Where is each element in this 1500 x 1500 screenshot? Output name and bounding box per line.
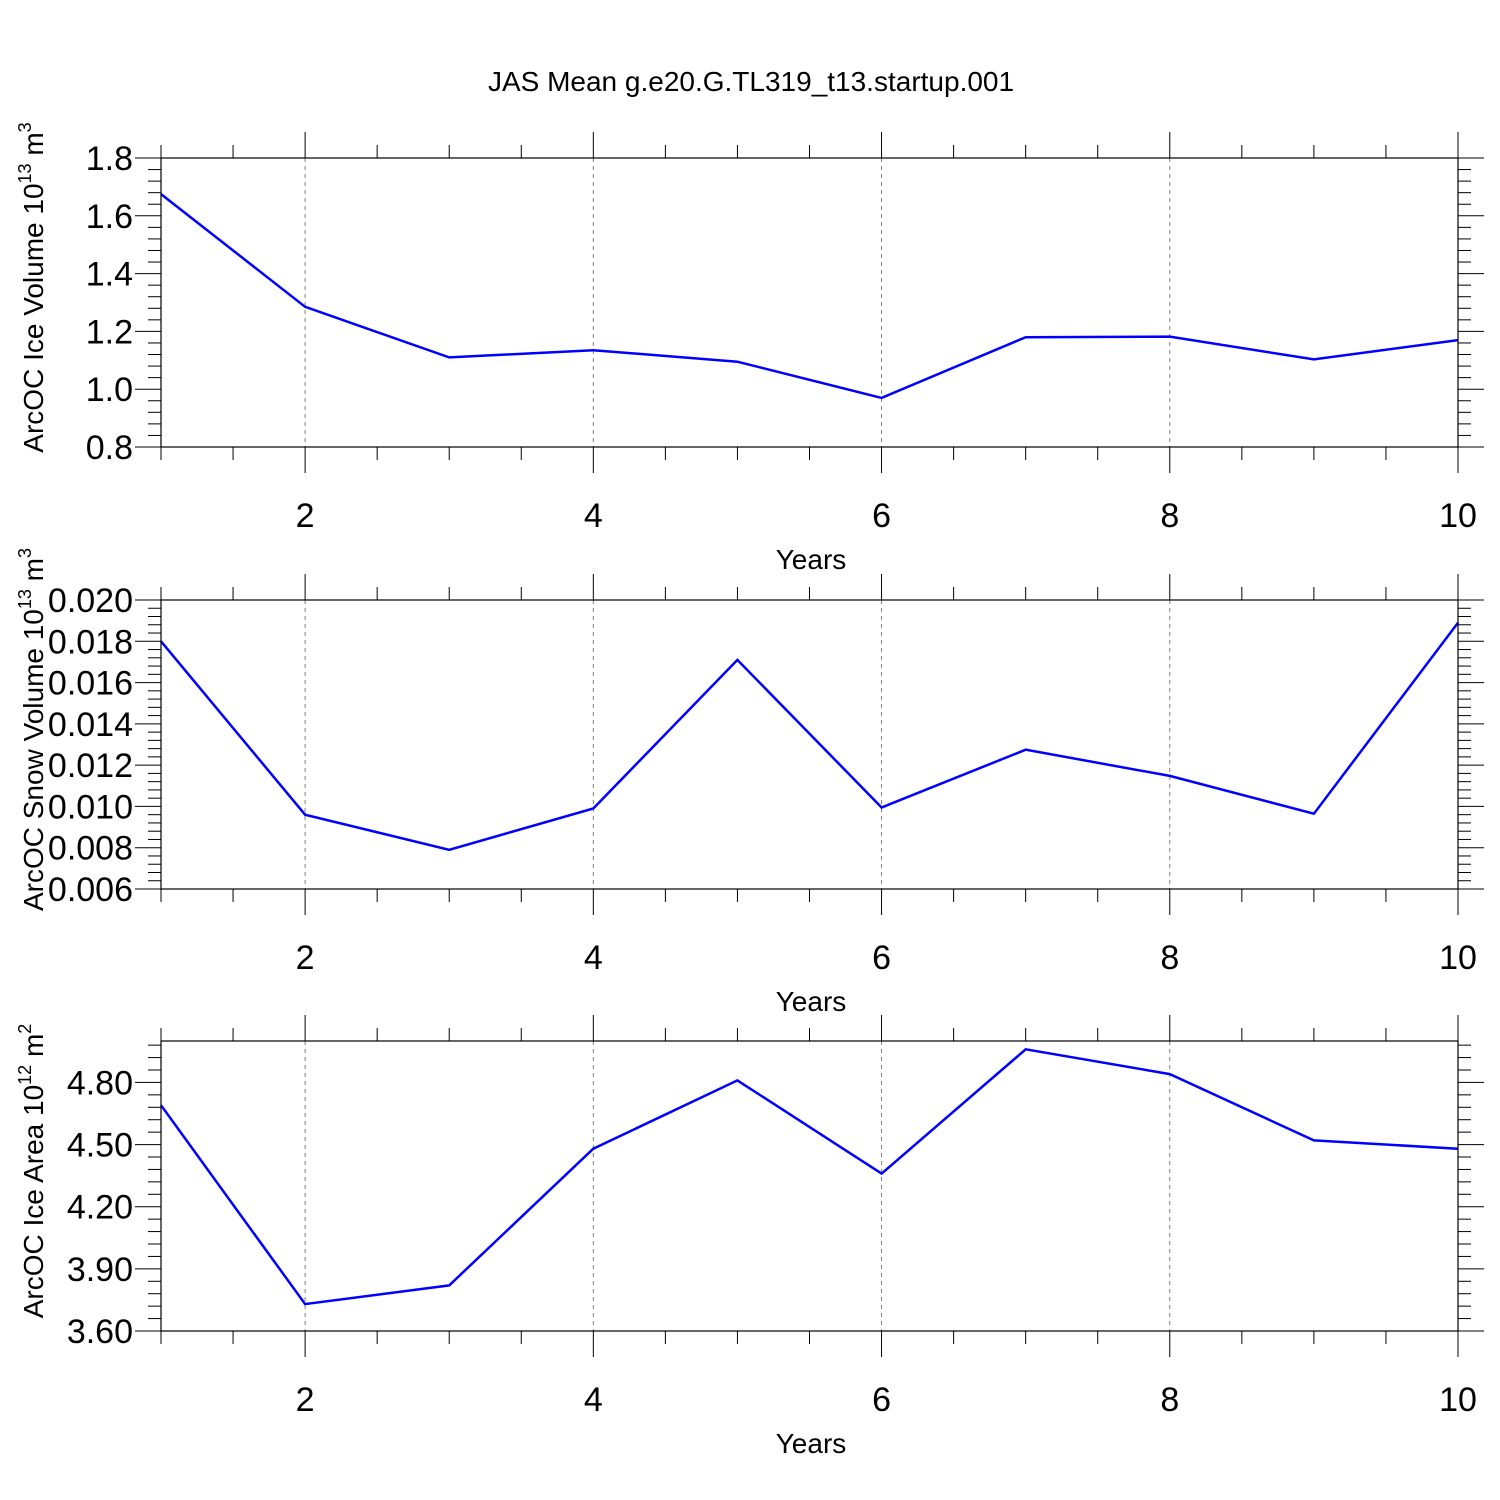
y-tick-label: 0.014 xyxy=(48,706,133,744)
y-tick-label: 1.8 xyxy=(86,140,133,178)
x-tick-label: 4 xyxy=(584,497,603,535)
y-tick-label: 1.0 xyxy=(86,371,133,409)
y-tick-label: 1.4 xyxy=(86,256,133,294)
x-tick-label: 4 xyxy=(584,939,603,977)
y-tick-label: 0.018 xyxy=(48,623,133,661)
y-axis-label-superscript: 2 xyxy=(15,1024,35,1034)
y-tick-label: 0.010 xyxy=(48,788,133,826)
y-tick-label: 0.016 xyxy=(48,665,133,703)
x-tick-label: 8 xyxy=(1160,939,1179,977)
y-axis-label-superscript: 3 xyxy=(15,548,35,558)
x-tick-label: 10 xyxy=(1439,1381,1477,1419)
series-line xyxy=(160,193,1459,400)
x-tick-label: 2 xyxy=(296,497,315,535)
x-tick-label: 2 xyxy=(296,939,315,977)
x-tick-label: 8 xyxy=(1160,1381,1179,1419)
y-tick-label: 1.6 xyxy=(86,198,133,236)
y-axis-label-superscript: 12 xyxy=(15,1065,35,1085)
y-axis-label: ArcOC Ice Volume 1013 m3 xyxy=(15,122,49,452)
x-axis-label: Years xyxy=(776,1428,847,1459)
y-tick-label: 0.006 xyxy=(48,871,133,909)
x-tick-label: 6 xyxy=(872,1381,891,1419)
y-axis-label-superscript: 13 xyxy=(15,163,35,183)
y-tick-label: 0.008 xyxy=(48,830,133,868)
y-axis-label: ArcOC Snow Volume 1013 m3 xyxy=(15,548,49,911)
figure-title: JAS Mean g.e20.G.TL319_t13.startup.001 xyxy=(488,66,1014,97)
y-axis-label-text: ArcOC Ice Area 10 xyxy=(18,1085,49,1318)
y-tick-label: 0.020 xyxy=(48,582,133,620)
y-tick-label: 4.20 xyxy=(67,1189,133,1227)
y-tick-label: 0.8 xyxy=(86,429,133,467)
y-axis-label-text: m xyxy=(18,1034,49,1065)
y-axis-label-superscript: 3 xyxy=(15,122,35,132)
y-axis-label-text: m xyxy=(18,132,49,163)
x-tick-label: 10 xyxy=(1439,939,1477,977)
y-tick-label: 0.012 xyxy=(48,747,133,785)
x-tick-label: 10 xyxy=(1439,497,1477,535)
series-line xyxy=(159,1047,1459,1306)
y-tick-label: 3.60 xyxy=(67,1313,133,1351)
x-tick-label: 6 xyxy=(872,939,891,977)
series-line xyxy=(160,621,1459,852)
y-axis-label-text: ArcOC Ice Volume 10 xyxy=(18,183,49,452)
plot-frame xyxy=(160,1040,1459,1332)
chart-panel-3: 3.60 3.90 4.20 4.50 4.80 2 4 6 8 10 Years ArcOC Ice… xyxy=(15,1015,1484,1459)
y-tick-label: 4.50 xyxy=(67,1127,133,1165)
x-tick-label: 8 xyxy=(1160,497,1179,535)
y-axis-label-superscript: 13 xyxy=(15,589,35,609)
y-axis-label: ArcOC Ice Area 1012 m2 xyxy=(15,1024,49,1319)
x-tick-label: 6 xyxy=(872,497,891,535)
y-tick-label: 4.80 xyxy=(67,1064,133,1102)
y-tick-label: 3.90 xyxy=(67,1251,133,1289)
x-tick-label: 4 xyxy=(584,1381,603,1419)
y-axis-label-text: m xyxy=(18,558,49,589)
x-axis-label: Years xyxy=(776,986,847,1017)
chart-panel-1: 0.8 1.0 1.2 1.4 1.6 1.8 2 4 6 8 10 Years ArcOC Ice V… xyxy=(15,122,1484,575)
y-axis-label-text: ArcOC Snow Volume 10 xyxy=(18,609,49,911)
plot-frame xyxy=(160,599,1459,890)
plot-frame xyxy=(160,157,1459,448)
chart-panels: 0.8 1.0 1.2 1.4 1.6 1.8 2 4 6 8 10 Years ArcOC Ice V… xyxy=(15,122,1484,1459)
x-axis-label: Years xyxy=(776,544,847,575)
x-tick-label: 2 xyxy=(296,1381,315,1419)
y-tick-label: 1.2 xyxy=(86,313,133,351)
